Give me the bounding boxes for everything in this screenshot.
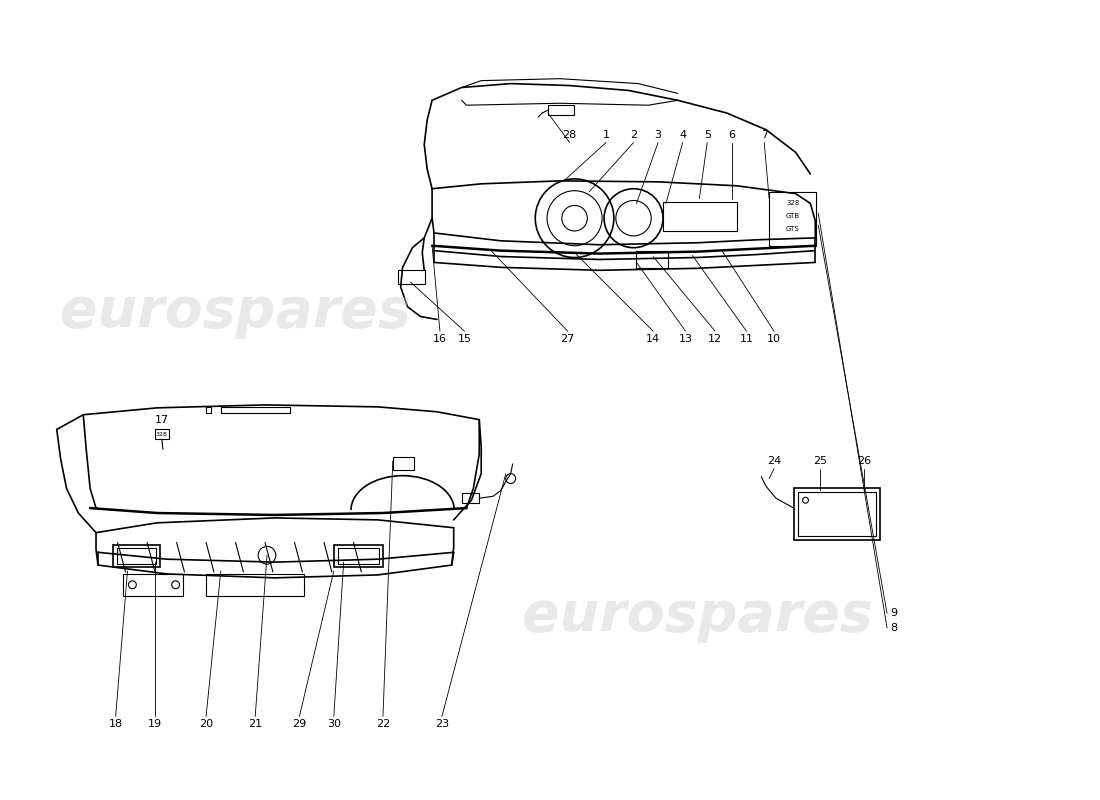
Text: 3: 3	[654, 130, 661, 140]
Text: 17: 17	[155, 414, 169, 425]
Text: 328: 328	[156, 432, 168, 437]
Text: 12: 12	[708, 334, 722, 344]
Bar	[333, 546, 383, 567]
Text: 5: 5	[704, 130, 711, 140]
Text: 27: 27	[561, 334, 575, 344]
Text: 23: 23	[434, 719, 449, 730]
Text: 28: 28	[562, 130, 576, 140]
Text: 9: 9	[890, 608, 898, 618]
Text: 8: 8	[890, 623, 898, 633]
Bar	[117, 548, 156, 564]
Text: 7: 7	[761, 130, 768, 140]
Text: 29: 29	[293, 719, 307, 730]
Text: 328: 328	[786, 201, 800, 206]
Text: 26: 26	[857, 456, 871, 466]
Text: 11: 11	[739, 334, 754, 344]
Text: 16: 16	[433, 334, 447, 344]
Text: 4: 4	[679, 130, 686, 140]
Text: 30: 30	[327, 719, 341, 730]
Text: 15: 15	[458, 334, 472, 344]
Bar	[338, 548, 379, 564]
Text: 24: 24	[767, 456, 781, 466]
Text: 19: 19	[147, 719, 162, 730]
Text: 14: 14	[646, 334, 660, 344]
Bar	[548, 106, 573, 115]
Text: 1: 1	[603, 130, 609, 140]
Bar	[462, 494, 480, 503]
Bar	[155, 430, 168, 439]
Text: eurospares: eurospares	[60, 285, 411, 338]
Text: 10: 10	[767, 334, 781, 344]
Text: eurospares: eurospares	[522, 589, 872, 643]
Bar	[398, 270, 426, 284]
Text: 18: 18	[109, 719, 123, 730]
Text: 20: 20	[199, 719, 213, 730]
Bar	[393, 457, 415, 470]
Bar	[794, 489, 880, 539]
Text: GTS: GTS	[785, 226, 800, 232]
Bar	[122, 574, 184, 595]
Bar	[206, 574, 305, 595]
Bar	[112, 546, 160, 567]
Text: 22: 22	[376, 719, 390, 730]
Text: GTB: GTB	[785, 214, 800, 219]
Text: 21: 21	[249, 719, 262, 730]
Text: 25: 25	[813, 456, 827, 466]
Text: 13: 13	[679, 334, 693, 344]
Bar	[663, 202, 737, 231]
Text: 2: 2	[630, 130, 637, 140]
Bar	[637, 250, 668, 268]
Text: 6: 6	[728, 130, 735, 140]
Bar	[798, 492, 877, 536]
Bar	[769, 192, 816, 246]
